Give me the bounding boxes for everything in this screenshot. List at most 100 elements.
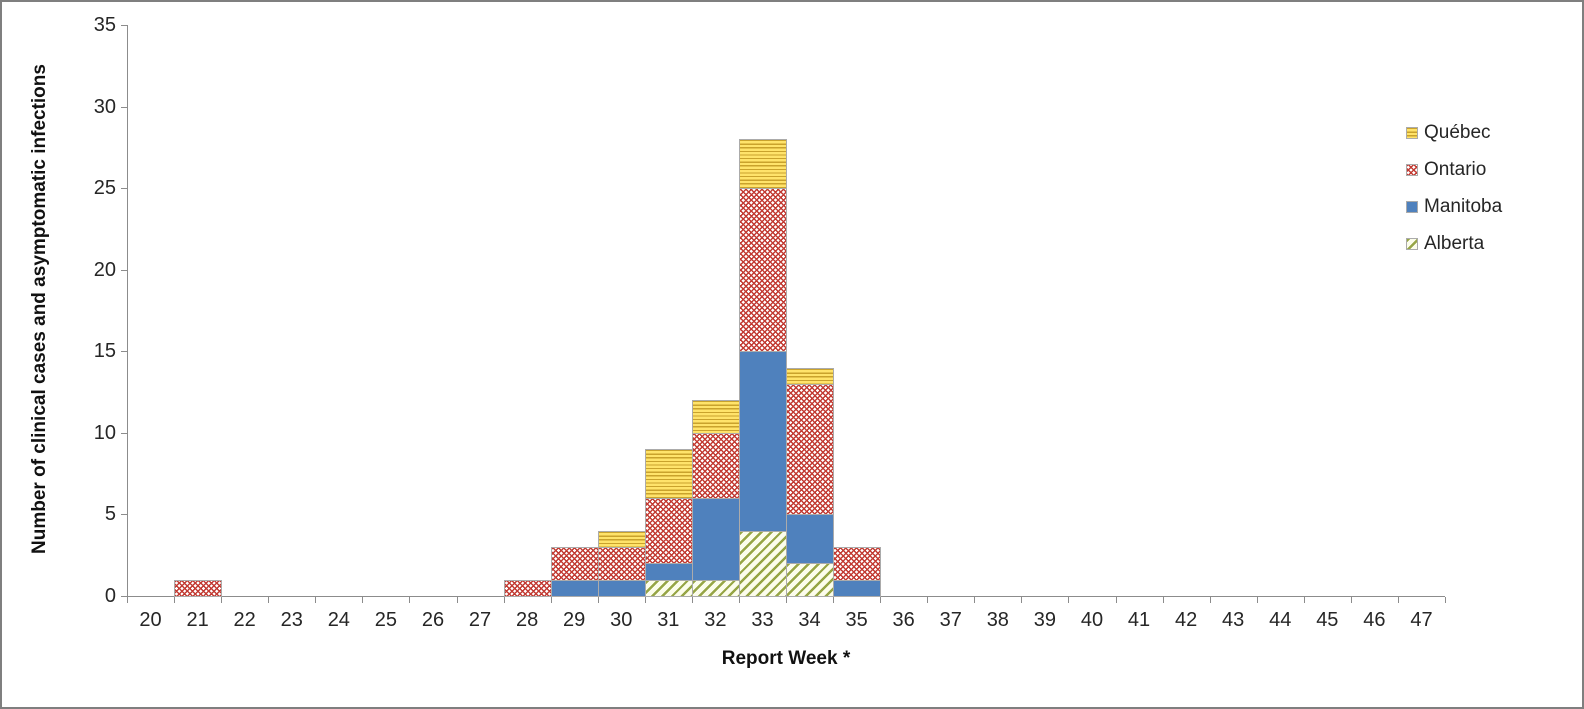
legend-item: Ontario	[1406, 151, 1502, 188]
x-tick-mark	[1068, 597, 1070, 603]
x-tick-label: 47	[1410, 609, 1433, 631]
legend-swatch-ontario	[1406, 163, 1418, 176]
legend-item: Manitoba	[1406, 188, 1502, 225]
legend: Québec Ontario Manitoba Alberta	[1406, 114, 1502, 262]
bar-week29-manitoba	[550, 579, 599, 597]
x-tick-label: 41	[1127, 609, 1151, 631]
y-tick-label: 30	[93, 95, 116, 118]
x-tick-mark	[1162, 597, 1164, 603]
x-tick-mark	[1445, 597, 1446, 603]
x-tick-mark	[1303, 597, 1305, 603]
bar-week21-ontario	[174, 579, 223, 597]
x-tick-label: 31	[657, 609, 680, 631]
bar-week29-ontario	[550, 547, 599, 581]
x-tick-mark	[362, 597, 364, 603]
x-tick-mark	[503, 597, 505, 603]
x-tick-label: 32	[704, 609, 727, 631]
bar-week30-quebec	[597, 530, 646, 549]
x-tick-label: 42	[1174, 609, 1198, 631]
legend-item: Québec	[1406, 114, 1502, 151]
legend-label: Québec	[1424, 121, 1491, 143]
legend-swatch-alberta	[1406, 237, 1418, 250]
bar-week31-manitoba	[644, 563, 693, 581]
bar-week33-quebec	[738, 139, 787, 190]
x-tick-label: 21	[186, 609, 209, 631]
y-tick-label: 35	[93, 14, 116, 36]
x-tick-mark	[1256, 597, 1258, 603]
bar-week28-ontario	[503, 579, 552, 597]
x-tick-mark	[409, 597, 411, 603]
x-tick-mark	[597, 597, 599, 603]
x-tick-label: 33	[751, 609, 774, 631]
legend-item: Alberta	[1406, 225, 1502, 262]
bar-week35-ontario	[833, 547, 882, 581]
y-tick-label: 5	[104, 503, 116, 526]
y-tick-mark	[121, 596, 127, 597]
x-tick-label: 35	[845, 609, 868, 631]
legend-swatch-manitoba	[1406, 200, 1418, 213]
bar-week30-ontario	[597, 547, 646, 581]
x-tick-mark	[1350, 597, 1352, 603]
x-tick-label: 37	[939, 609, 962, 631]
bar-week34-manitoba	[786, 514, 835, 565]
x-tick-label: 45	[1316, 609, 1339, 631]
y-axis-line	[127, 25, 128, 596]
x-tick-mark	[1397, 597, 1399, 603]
x-tick-mark	[786, 597, 787, 603]
y-tick-mark	[121, 269, 127, 271]
bar-week34-ontario	[786, 383, 835, 516]
y-tick-label: 0	[104, 585, 116, 607]
x-tick-mark	[268, 597, 270, 603]
x-tick-label: 39	[1033, 609, 1057, 631]
bar-week32-manitoba	[691, 498, 740, 581]
x-tick-mark	[456, 597, 458, 603]
x-tick-label: 30	[610, 609, 633, 631]
x-tick-label: 23	[280, 609, 303, 631]
bar-week31-alberta	[644, 579, 693, 597]
y-tick-label: 20	[93, 258, 116, 281]
x-tick-label: 24	[327, 609, 350, 631]
bar-week34-quebec	[786, 367, 835, 385]
x-tick-mark	[738, 597, 740, 603]
legend-swatch-quebec	[1406, 126, 1418, 139]
x-tick-label: 40	[1080, 609, 1104, 631]
x-tick-label: 26	[421, 609, 445, 631]
x-tick-mark	[833, 597, 835, 603]
bar-week31-ontario	[644, 498, 693, 565]
legend-label: Ontario	[1424, 158, 1487, 180]
legend-label: Alberta	[1424, 232, 1485, 254]
x-tick-mark	[880, 597, 882, 603]
bar-week34-alberta	[786, 563, 835, 597]
x-tick-label: 20	[139, 609, 162, 631]
x-tick-mark	[974, 597, 976, 603]
y-tick-mark	[121, 351, 127, 353]
x-tick-mark	[315, 597, 317, 603]
x-tick-label: 34	[798, 609, 821, 631]
x-tick-mark	[221, 597, 223, 603]
bar-week32-ontario	[691, 432, 740, 500]
x-tick-label: 43	[1222, 609, 1245, 631]
x-tick-label: 25	[374, 609, 398, 631]
x-tick-label: 38	[986, 609, 1009, 631]
x-tick-mark	[1115, 597, 1117, 603]
bar-week32-alberta	[691, 579, 740, 597]
x-tick-label: 36	[892, 609, 915, 631]
y-axis-title: Number of clinical cases and asymptomati…	[29, 64, 50, 554]
bar-week33-alberta	[738, 530, 787, 597]
y-tick-label: 15	[93, 340, 116, 363]
bar-week33-manitoba	[738, 351, 787, 532]
x-axis-title: Report Week *	[721, 648, 851, 669]
y-tick-mark	[121, 106, 127, 108]
x-tick-label: 22	[233, 609, 256, 631]
x-tick-mark	[1021, 597, 1023, 603]
x-tick-mark	[927, 597, 929, 603]
y-tick-mark	[121, 514, 127, 516]
x-tick-label: 29	[563, 609, 586, 631]
x-tick-mark	[1209, 597, 1211, 603]
y-tick-mark	[121, 188, 127, 190]
y-tick-label: 10	[93, 421, 116, 444]
x-tick-label: 46	[1363, 609, 1386, 631]
bar-week32-quebec	[691, 400, 740, 434]
